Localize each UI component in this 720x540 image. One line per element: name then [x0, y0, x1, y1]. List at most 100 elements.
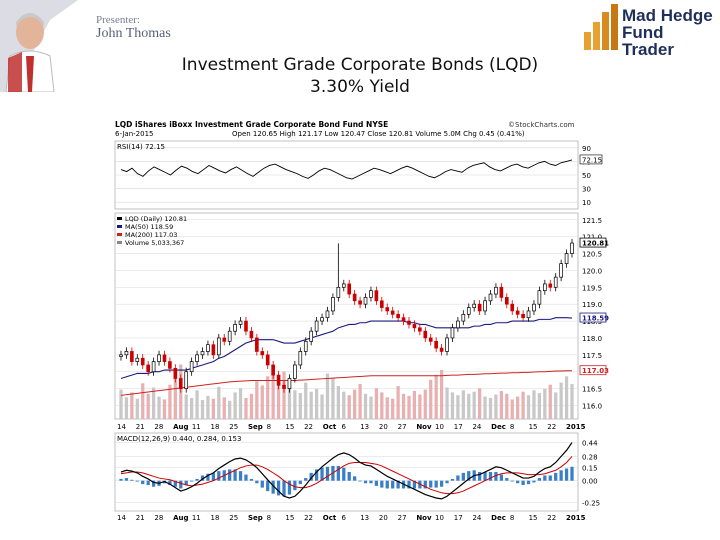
candle-body: [314, 320, 319, 332]
price-tick-label: 121.5: [582, 217, 602, 225]
x-tick-label: 27: [398, 423, 407, 431]
volume-bar: [184, 394, 188, 419]
candle-body: [439, 347, 444, 352]
ma50-value-box: [579, 312, 607, 323]
volume-bar: [211, 398, 216, 419]
brand-bars-icon: [584, 4, 618, 50]
slide-title-line-2: 3.30% Yield: [310, 77, 410, 97]
macd-label: MACD(12,26,9) 0.440, 0.284, 0.153: [117, 435, 241, 443]
macd-histogram-bar: [282, 480, 286, 497]
macd-histogram-bar: [184, 480, 188, 485]
price-tick-label: 121.0: [582, 234, 602, 242]
legend-entry: Volume 5,033,367: [125, 239, 184, 247]
macd-tick-label: 0.28: [582, 453, 598, 461]
x-tick-label: 25: [229, 423, 238, 431]
candle-body: [537, 290, 542, 305]
volume-bar: [320, 394, 324, 419]
candle-body: [369, 290, 373, 298]
macd-histogram-bar: [233, 469, 237, 481]
candle-body: [428, 337, 433, 342]
macd-histogram-bar: [266, 480, 270, 492]
candle-body: [553, 276, 558, 288]
macd-tick-label: -0.25: [582, 499, 600, 507]
x-tick-label: Sep: [248, 514, 263, 522]
volume-bar: [260, 385, 264, 419]
x-tick-label: 28: [154, 423, 163, 431]
volume-bar: [407, 395, 411, 419]
x-axis-price: 14 21 28 Aug 11 18 25 Sep 8 15 22 Oct 6 13 20 27 Nov 10 17…: [117, 423, 586, 431]
rsi-tick-label: 30: [582, 186, 591, 194]
x-tick-label: 22: [304, 423, 313, 431]
candle-body: [303, 340, 308, 352]
x-tick-label: 24: [472, 423, 481, 431]
x-axis-macd: 14 21 28 Aug 11 18 25 Sep 8 15 22 Oct 6 13 20 27 Nov 10 17…: [117, 514, 586, 522]
volume-bar: [385, 397, 389, 419]
macd-histogram-bar: [505, 478, 509, 481]
candle-body: [548, 283, 553, 288]
volume-bar: [396, 386, 400, 419]
volume-bar: [369, 396, 373, 419]
candle-body: [135, 357, 140, 362]
macd-histogram-bar: [195, 478, 199, 481]
candle-body: [510, 303, 515, 312]
price-frame: [114, 212, 579, 420]
candle-body: [255, 337, 259, 352]
candle-body: [119, 354, 123, 357]
candle-body: [418, 327, 422, 332]
volume-bar: [353, 389, 357, 419]
macd-histogram-bar: [211, 472, 216, 481]
x-tick-label: 21: [136, 514, 145, 522]
macd-histogram-bar: [244, 474, 248, 481]
macd-histogram-bar: [320, 467, 324, 481]
candle-body: [461, 313, 466, 322]
volume-bar: [168, 384, 172, 419]
candle-body: [466, 307, 471, 315]
volume-bar: [331, 378, 335, 419]
macd-histogram-bar: [309, 472, 313, 481]
macd-histogram-bar: [325, 466, 330, 481]
x-tick-label: 24: [472, 514, 481, 522]
macd-tick-label: 0.00: [582, 478, 598, 486]
candle-body: [472, 303, 477, 308]
x-tick-label: 15: [285, 514, 294, 522]
volume-bar: [347, 395, 351, 419]
volume-bar: [304, 382, 308, 419]
candle-body: [293, 364, 297, 379]
volume-bar: [222, 397, 226, 419]
x-tick-label: 18: [211, 514, 220, 522]
x-tick-label: 25: [229, 514, 238, 522]
candle-body: [526, 310, 531, 319]
macd-histogram-bar: [173, 480, 177, 487]
macd-histogram-bar: [358, 480, 362, 482]
candle-body: [189, 361, 194, 373]
volume-bar: [266, 376, 270, 419]
brand-logo: Mad Hedge Fund Trader: [582, 4, 716, 58]
macd-histogram-bar: [363, 480, 368, 484]
candle-body: [216, 337, 221, 356]
ma50-value-box-label: 118.59: [582, 315, 609, 323]
candle-body: [477, 303, 482, 312]
volume-bar: [510, 399, 514, 419]
brand-line-1: Mad Hedge: [622, 6, 713, 25]
candle-body: [363, 297, 368, 305]
macd-histogram-bar: [141, 480, 145, 485]
volume-bar: [271, 368, 275, 419]
volume-bar: [439, 370, 444, 419]
volume-bar: [276, 380, 281, 419]
macd-line: [120, 442, 573, 500]
rsi-current-box: [579, 154, 603, 165]
macd-histogram-bar: [516, 480, 520, 484]
macd-histogram-bar: [429, 480, 433, 488]
macd-histogram-bar: [554, 472, 558, 481]
candle-body: [445, 337, 449, 352]
ticker-line: LQD iShares iBoxx Investment Grade Corpo…: [115, 120, 388, 129]
price-tick-label: 119.5: [582, 284, 602, 292]
macd-histogram-bar: [548, 475, 552, 481]
candle-body: [504, 297, 509, 305]
last-price-box-label: 120.81: [582, 240, 609, 248]
volume-bar: [217, 386, 221, 419]
x-tick-label: 11: [192, 514, 201, 522]
price-tick-label: 119.0: [582, 301, 602, 309]
x-tick-label: Sep: [248, 423, 263, 431]
ohlc-line: Open 120.65 High 121.17 Low 120.47 Close…: [232, 130, 525, 138]
